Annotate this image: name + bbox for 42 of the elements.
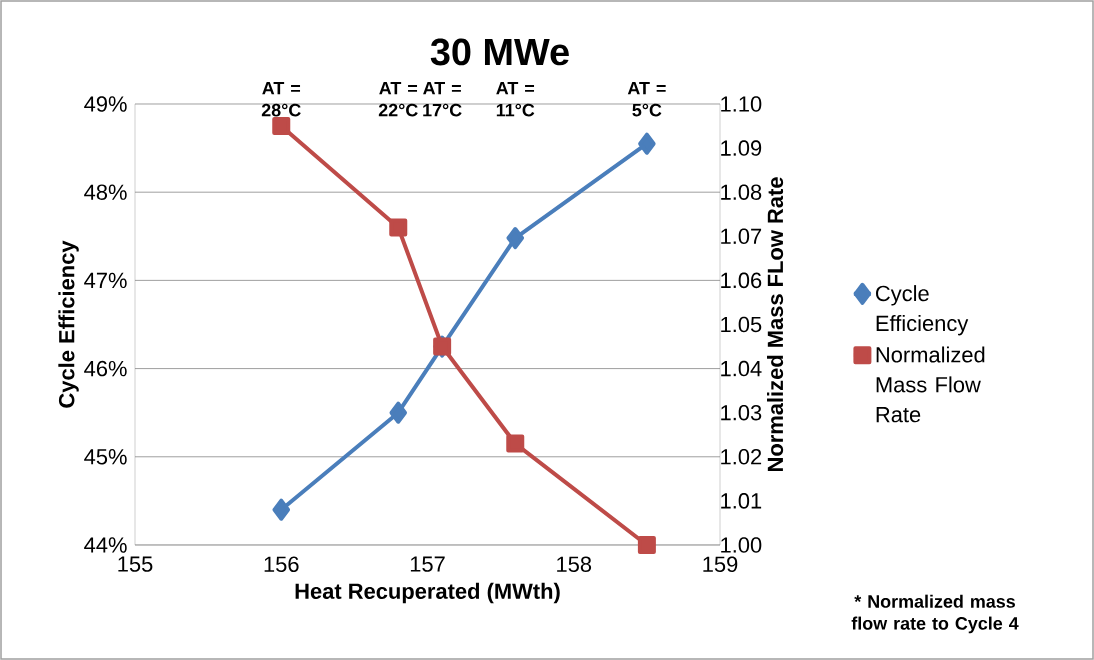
x-tick-label: 155 bbox=[118, 556, 153, 572]
annotation: AT = 11°C bbox=[496, 82, 535, 117]
y2-tick-label: 1.02 bbox=[721, 449, 762, 465]
point bbox=[272, 498, 291, 521]
y2-tick-label: 1.08 bbox=[721, 184, 762, 200]
y-tick-label: 44% bbox=[84, 537, 127, 553]
y-tick-label: 46% bbox=[84, 360, 127, 377]
y2-tick-label: 1.03 bbox=[721, 404, 762, 421]
y-axis-title: Cycle Efficiency bbox=[58, 240, 79, 408]
x-tick-label: 157 bbox=[410, 556, 445, 572]
y2-axis-title: Normalized Mass FLow Rate bbox=[767, 177, 784, 471]
chart-title: 30 MWe bbox=[430, 38, 569, 66]
annotation: AT = 28°C bbox=[261, 82, 301, 117]
y2-tick-label: 1.07 bbox=[721, 228, 762, 245]
y2-tick-label: 1.10 bbox=[721, 96, 762, 112]
y-tick-label: 45% bbox=[84, 449, 127, 465]
annotation: AT = 5°C bbox=[627, 82, 666, 117]
point bbox=[389, 401, 408, 424]
x-tick-label: 159 bbox=[703, 556, 738, 573]
y2-tick-label: 1.04 bbox=[721, 360, 762, 377]
point bbox=[506, 434, 525, 453]
annotation: AT = 22°C bbox=[378, 82, 418, 117]
point bbox=[506, 227, 525, 250]
y2-tick-label: 1.01 bbox=[721, 493, 762, 509]
legend-label: Cycle Efficiency bbox=[876, 285, 969, 336]
y2-tick-label: 1.06 bbox=[721, 272, 762, 289]
y2-tick-label: 1.00 bbox=[721, 537, 762, 553]
legend-label: Normalized Mass Flow Rate bbox=[876, 346, 985, 423]
y2-tick-label: 1.09 bbox=[721, 140, 762, 156]
x-tick-label: 156 bbox=[264, 556, 299, 573]
point bbox=[638, 132, 656, 155]
text: * Normalized mass flow rate to Cycle 4 bbox=[851, 594, 1019, 634]
y-tick-label: 47% bbox=[84, 272, 127, 289]
annotation: AT = 17°C bbox=[423, 82, 462, 117]
y-tick-label: 49% bbox=[84, 96, 127, 112]
point bbox=[637, 535, 656, 554]
point bbox=[389, 218, 408, 237]
x-tick-label: 158 bbox=[557, 556, 592, 573]
point bbox=[272, 117, 291, 136]
y-tick-label: 48% bbox=[84, 184, 127, 200]
x-axis-title: Heat Recuperated (MWth) bbox=[295, 582, 560, 604]
y2-tick-label: 1.05 bbox=[721, 316, 762, 333]
